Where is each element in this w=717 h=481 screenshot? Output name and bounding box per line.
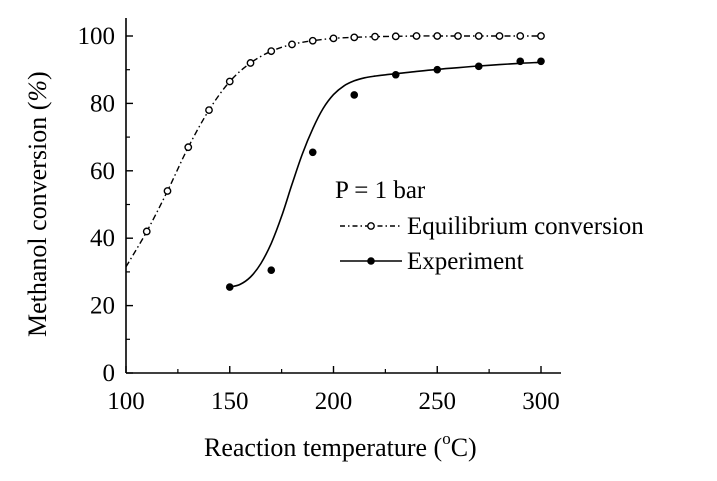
experiment-series [225, 57, 545, 291]
experiment-point [267, 266, 276, 275]
legend-equilibrium-marker [367, 222, 375, 230]
y-tick-label: 20 [90, 293, 115, 320]
equilibrium-point [225, 77, 234, 86]
equilibrium-point [350, 33, 359, 42]
experiment-point [225, 283, 234, 291]
experiment-point [350, 91, 359, 99]
x-axis-title-main: Reaction temperature ( [204, 433, 442, 462]
equilibrium-point [308, 36, 317, 45]
x-axis-title-end: C) [451, 433, 477, 462]
equilibrium-series [125, 32, 545, 268]
experiment-point [308, 148, 317, 157]
equilibrium-point [454, 32, 462, 40]
experiment-point [474, 62, 483, 71]
x-tick-label: 200 [315, 388, 353, 415]
y-tick-label: 40 [90, 225, 115, 252]
equilibrium-point [537, 32, 545, 40]
y-tick-label: 0 [103, 360, 116, 387]
equilibrium-point [516, 32, 525, 40]
experiment-fit-line [229, 61, 542, 288]
y-tick-label: 80 [90, 90, 115, 117]
x-tick-label: 250 [419, 388, 457, 415]
equilibrium-point [329, 34, 338, 43]
experiment-point [537, 57, 545, 66]
equilibrium-point [412, 32, 421, 40]
x-axis-title-superscript: o [442, 429, 451, 448]
y-tick-label: 60 [90, 158, 115, 185]
experiment-point [516, 57, 525, 66]
pressure-annotation: P = 1 bar [335, 177, 426, 204]
legend-experiment-marker [367, 257, 375, 265]
equilibrium-point [288, 40, 296, 49]
x-tick-label: 300 [522, 388, 560, 415]
x-axis-title: Reaction temperature (oC) [204, 429, 477, 462]
y-tick-label: 100 [78, 23, 116, 50]
y-axis-title-main: Methanol conversion ( [23, 102, 52, 337]
equilibrium-point [205, 106, 213, 115]
x-tick-label: 100 [107, 388, 145, 415]
x-tick-label: 150 [211, 388, 249, 415]
y-axis-title-unit: % [23, 80, 52, 102]
experiment-point [391, 70, 400, 79]
equilibrium-point [474, 32, 483, 40]
equilibrium-point [391, 32, 400, 41]
legend-label-equilibrium: Equilibrium conversion [407, 213, 644, 240]
equilibrium-point [184, 143, 193, 152]
axes: 0 20 40 60 80 100 100 150 200 250 300 [78, 18, 561, 415]
legend-label-experiment: Experiment [407, 248, 524, 275]
equilibrium-point [495, 32, 504, 40]
legend: Equilibrium conversion Experiment [340, 213, 644, 275]
equilibrium-point [163, 187, 172, 195]
equilibrium-point [142, 227, 151, 236]
equilibrium-point [433, 32, 442, 40]
y-axis-title: Methanol conversion (%) [23, 71, 52, 337]
equilibrium-point [267, 47, 276, 56]
equilibrium-point [371, 32, 379, 41]
y-axis-title-end: ) [23, 71, 52, 80]
equilibrium-point [246, 59, 255, 67]
experiment-point [433, 65, 442, 74]
